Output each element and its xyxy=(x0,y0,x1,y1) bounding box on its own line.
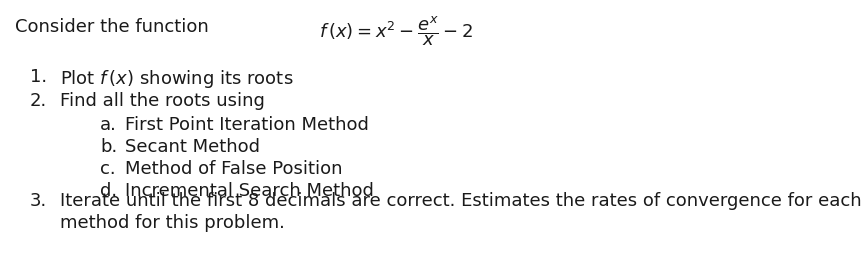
Text: Iterate until the first 8 decimals are correct. Estimates the rates of convergen: Iterate until the first 8 decimals are c… xyxy=(60,192,861,210)
Text: Incremental Search Method: Incremental Search Method xyxy=(125,182,374,200)
Text: 1.: 1. xyxy=(30,68,48,86)
Text: Secant Method: Secant Method xyxy=(125,138,260,156)
Text: b.: b. xyxy=(100,138,118,156)
Text: Method of False Position: Method of False Position xyxy=(125,160,342,178)
Text: Consider the function: Consider the function xyxy=(15,18,214,36)
Text: First Point Iteration Method: First Point Iteration Method xyxy=(125,116,369,134)
Text: Plot $f\,(x)$ showing its roots: Plot $f\,(x)$ showing its roots xyxy=(60,68,294,90)
Text: method for this problem.: method for this problem. xyxy=(60,214,285,232)
Text: c.: c. xyxy=(100,160,116,178)
Text: 3.: 3. xyxy=(30,192,48,210)
Text: a.: a. xyxy=(100,116,117,134)
Text: d.: d. xyxy=(100,182,118,200)
Text: 2.: 2. xyxy=(30,92,48,110)
Text: Find all the roots using: Find all the roots using xyxy=(60,92,265,110)
Text: $f\,(x) = x^2 - \dfrac{e^x}{x} - 2$: $f\,(x) = x^2 - \dfrac{e^x}{x} - 2$ xyxy=(319,14,473,48)
